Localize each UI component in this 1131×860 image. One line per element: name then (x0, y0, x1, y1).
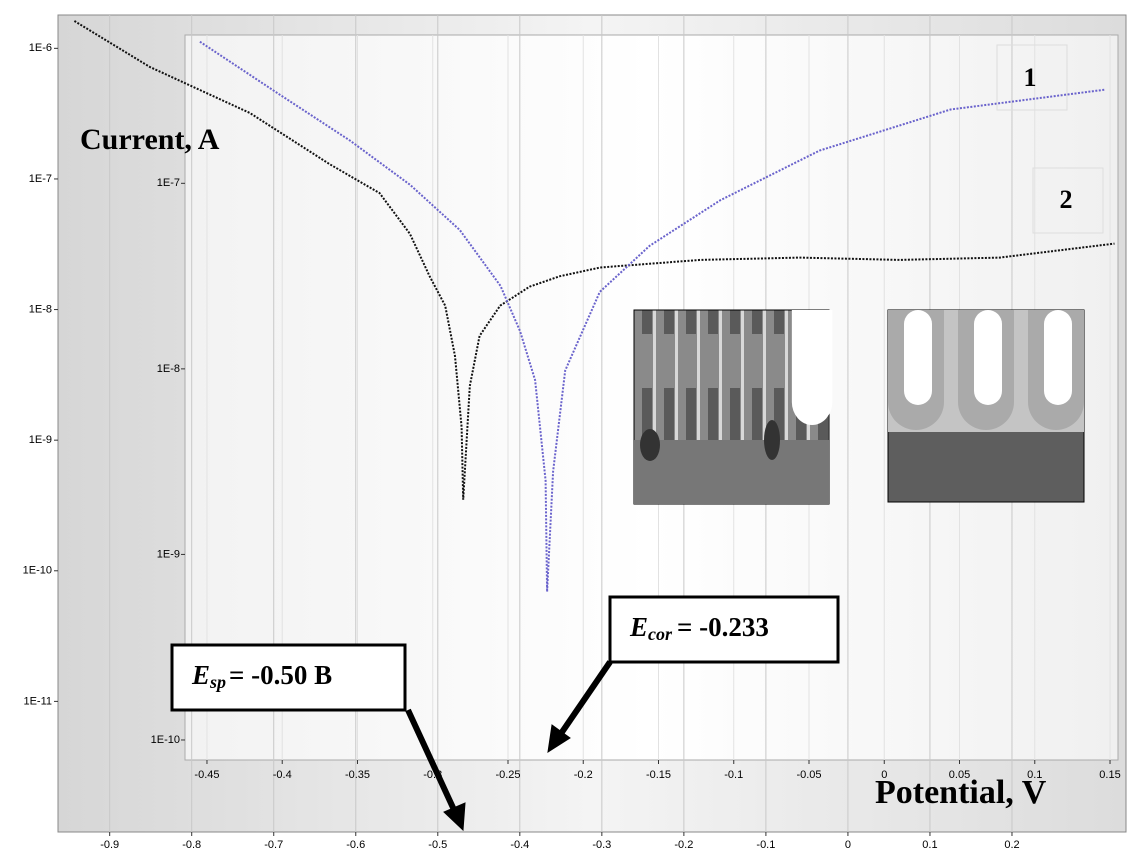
x-tick-label: -0.4 (510, 839, 529, 851)
series-label: 2 (1060, 185, 1073, 214)
x-tick-label: -0.25 (495, 769, 520, 781)
x-tick-label: -0.9 (100, 839, 119, 851)
x-tick-label: -0.15 (646, 769, 671, 781)
y-tick-label: 1E-8 (29, 303, 52, 315)
x-tick-label: 0.1 (922, 839, 937, 851)
series-label: 1 (1024, 63, 1037, 92)
x-tick-label: -0.7 (264, 839, 283, 851)
chart: -0.9 -0.8 -0.7 -0.6 -0.5 -0.4 -0.3 -0.2 -0.1 0 0.1… (0, 0, 1131, 855)
y-tick-label: 1E-7 (29, 173, 52, 185)
x-tick-label: -0.4 (273, 769, 292, 781)
x-tick-label: 0.15 (1099, 769, 1120, 781)
y-tick-label: 1E-7 (157, 177, 180, 189)
x-axis-label: Potential, V (875, 774, 1047, 811)
x-tick-label: 0 (845, 839, 851, 851)
x-tick-label: -0.1 (724, 769, 743, 781)
y-tick-label: 1E-11 (23, 695, 52, 707)
y-axis-label: Current, A (80, 123, 220, 156)
x-tick-label: -0.2 (674, 839, 693, 851)
x-tick-label: 0.2 (1004, 839, 1019, 851)
y-tick-label: 1E-9 (157, 548, 180, 560)
x-tick-label: -0.6 (346, 839, 365, 851)
x-tick-label: -0.3 (592, 839, 611, 851)
x-tick-label: -0.8 (182, 839, 201, 851)
y-tick-label: 1E-8 (157, 363, 180, 375)
y-tick-label: 1E-10 (151, 734, 180, 746)
x-tick-label: -0.05 (796, 769, 821, 781)
x-tick-label: -0.45 (194, 769, 219, 781)
x-tick-label: -0.2 (574, 769, 593, 781)
x-tick-label: -0.1 (756, 839, 775, 851)
x-tick-label: -0.35 (345, 769, 370, 781)
y-tick-label: 1E-6 (29, 42, 52, 54)
y-tick-label: 1E-10 (23, 565, 52, 577)
y-tick-label: 1E-9 (29, 434, 52, 446)
x-tick-label: -0.5 (428, 839, 447, 851)
